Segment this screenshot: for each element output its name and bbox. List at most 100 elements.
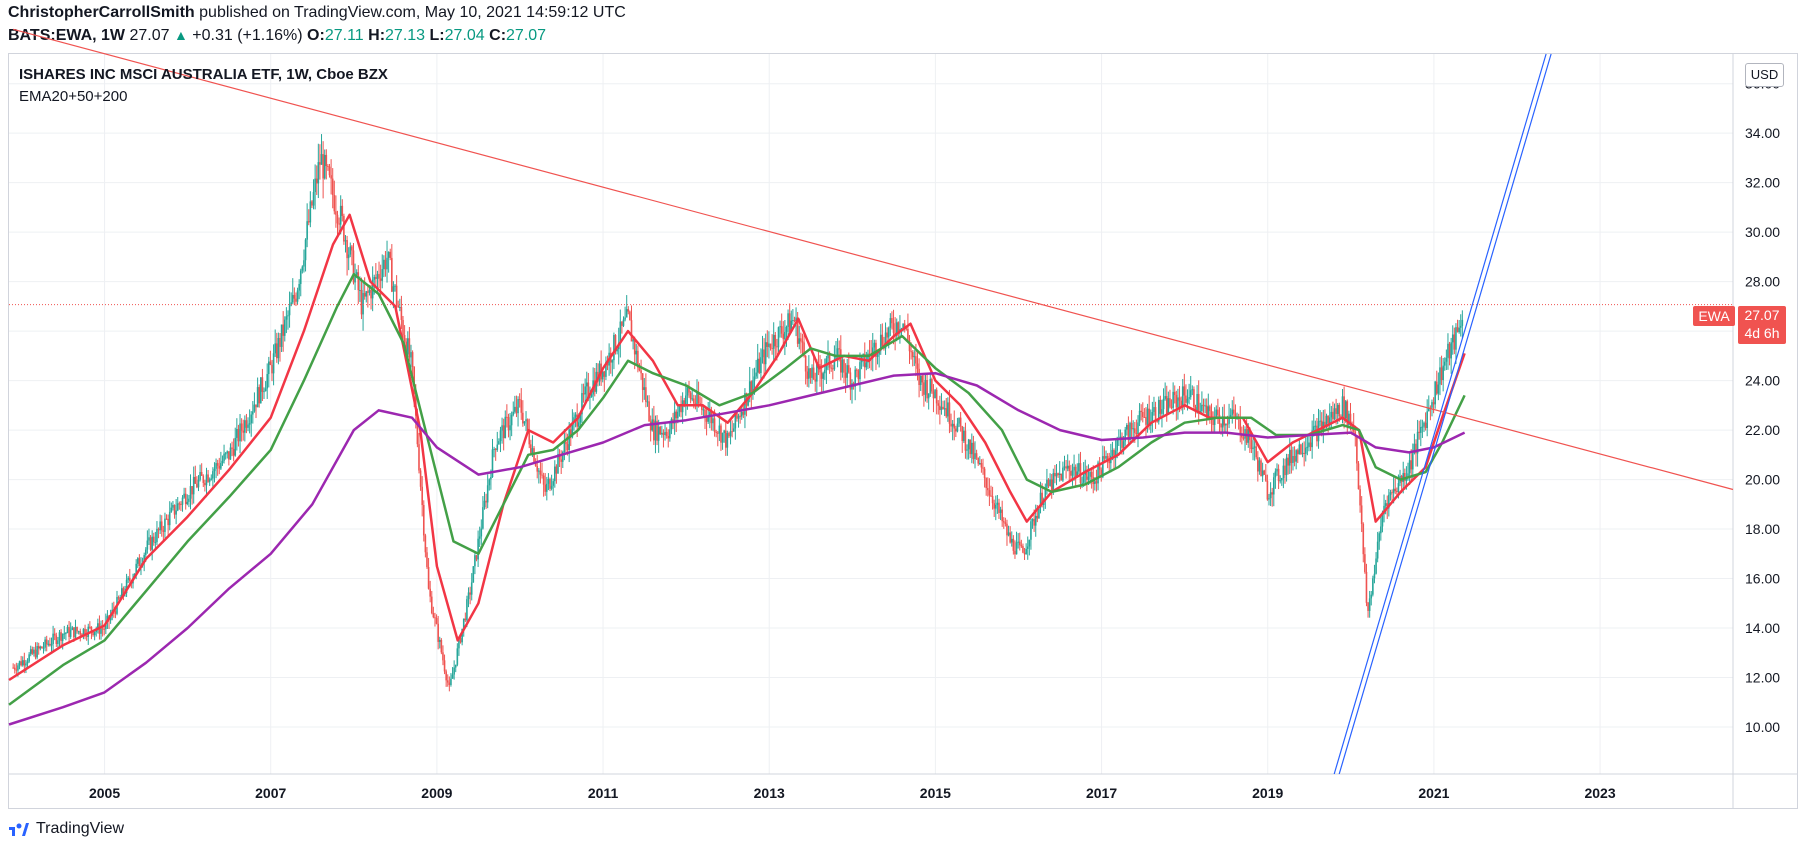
candle-body bbox=[531, 448, 534, 454]
candle-body bbox=[1223, 416, 1226, 426]
candle-body bbox=[678, 405, 681, 412]
candle-body bbox=[549, 478, 551, 489]
candle-body bbox=[1360, 505, 1363, 524]
uptrend-line[interactable] bbox=[1333, 53, 1547, 775]
candle-body bbox=[295, 298, 297, 302]
candle-body bbox=[696, 392, 698, 405]
candle-body bbox=[613, 335, 615, 361]
candle-body bbox=[1034, 515, 1037, 526]
author-name[interactable]: ChristopherCarrollSmith bbox=[8, 4, 195, 21]
candle-body bbox=[1094, 481, 1096, 485]
candle-body bbox=[1376, 541, 1379, 559]
candle-body bbox=[547, 478, 550, 484]
axis-ticks: 10.00 12.00 14.00 16.00 18.00 20.00 22.00 24.00… bbox=[9, 54, 1797, 808]
downtrend-line[interactable] bbox=[13, 28, 1734, 491]
candle-body bbox=[1455, 327, 1457, 350]
candle-body bbox=[640, 370, 642, 374]
candle-body bbox=[1412, 453, 1414, 470]
study-legend[interactable]: EMA20+50+200 bbox=[19, 88, 128, 105]
candle-body bbox=[461, 628, 463, 643]
candle-body bbox=[982, 467, 984, 469]
candle-body bbox=[561, 451, 564, 462]
candle-body bbox=[327, 165, 329, 167]
candle-body bbox=[149, 537, 152, 550]
candle-body bbox=[448, 682, 451, 685]
bar-countdown: 4d 6h bbox=[1744, 325, 1780, 341]
ema50-line[interactable] bbox=[8, 272, 1466, 706]
candle-body bbox=[934, 389, 936, 399]
candle-body bbox=[253, 404, 256, 412]
candle-body bbox=[103, 628, 106, 630]
candle-body bbox=[1427, 407, 1430, 412]
chart-grid bbox=[9, 54, 1733, 774]
candle-body bbox=[319, 162, 321, 165]
currency-button[interactable]: USD bbox=[1745, 63, 1784, 87]
candle-body bbox=[731, 431, 733, 433]
candle-body bbox=[57, 640, 59, 644]
candle-body bbox=[349, 246, 352, 255]
candle-body bbox=[146, 540, 149, 550]
candle-body bbox=[1266, 480, 1269, 500]
candle-body bbox=[1189, 390, 1192, 398]
candle-body bbox=[1004, 522, 1007, 524]
candle-body bbox=[343, 215, 345, 242]
chart-frame[interactable] bbox=[8, 53, 1798, 809]
candle-body bbox=[616, 349, 618, 352]
candle-body bbox=[71, 627, 74, 630]
candle-body bbox=[507, 417, 510, 431]
candle-body bbox=[1153, 407, 1155, 413]
tradingview-logo[interactable]: TradingView bbox=[8, 820, 124, 838]
candle-body bbox=[811, 367, 813, 378]
candle-body bbox=[1156, 420, 1158, 422]
candle-body bbox=[967, 439, 970, 450]
candle-body bbox=[352, 250, 355, 283]
candle-body bbox=[1129, 422, 1131, 441]
candle-body bbox=[296, 290, 299, 302]
candle-body bbox=[927, 393, 930, 399]
candle-body bbox=[740, 411, 743, 417]
candle-body bbox=[1207, 406, 1210, 417]
candle-body bbox=[283, 319, 286, 336]
candle-body bbox=[1062, 467, 1064, 481]
candle-body bbox=[855, 369, 858, 371]
candle-body bbox=[905, 328, 908, 330]
candle-body bbox=[849, 372, 852, 390]
candle-body bbox=[1295, 450, 1297, 462]
candle-body bbox=[1225, 423, 1227, 426]
candle-body bbox=[1073, 466, 1075, 471]
candle-body bbox=[1407, 473, 1409, 478]
candle-body bbox=[1386, 503, 1389, 509]
candle-body bbox=[999, 509, 1002, 513]
candle-body bbox=[365, 291, 368, 297]
ema20-line[interactable] bbox=[8, 213, 1466, 682]
candle-body bbox=[942, 406, 944, 410]
candle-body bbox=[919, 375, 922, 386]
candle-body bbox=[1137, 422, 1139, 435]
candle-body bbox=[693, 398, 695, 404]
candle-body bbox=[1079, 463, 1082, 483]
uptrend-line-parallel[interactable] bbox=[1338, 53, 1552, 775]
candle-body bbox=[360, 289, 363, 315]
candle-body bbox=[686, 387, 689, 396]
x-tick-label: 2019 bbox=[1252, 785, 1283, 801]
candle-body bbox=[1012, 538, 1015, 551]
candle-body bbox=[884, 332, 887, 349]
candle-body bbox=[994, 504, 997, 509]
symbol-header: BATS:EWA, 1W 27.07 ▲ +0.31 (+1.16%) O:27… bbox=[8, 27, 546, 45]
candle-body bbox=[1204, 405, 1206, 407]
candle-body bbox=[196, 483, 198, 488]
candle-body bbox=[87, 626, 90, 637]
candle-body bbox=[491, 449, 494, 478]
chart-legend-title[interactable]: ISHARES INC MSCI AUSTRALIA ETF, 1W, Cboe… bbox=[19, 66, 388, 83]
candle-body bbox=[761, 349, 764, 358]
candle-body bbox=[544, 484, 547, 492]
candle-body bbox=[836, 348, 839, 356]
candle-body bbox=[157, 528, 160, 531]
candle-body bbox=[937, 403, 940, 406]
candle-body bbox=[871, 347, 874, 357]
candle-body bbox=[1372, 578, 1374, 595]
candle-body bbox=[1169, 398, 1171, 407]
ema200-line[interactable] bbox=[8, 371, 1466, 726]
candle-body bbox=[122, 588, 125, 594]
